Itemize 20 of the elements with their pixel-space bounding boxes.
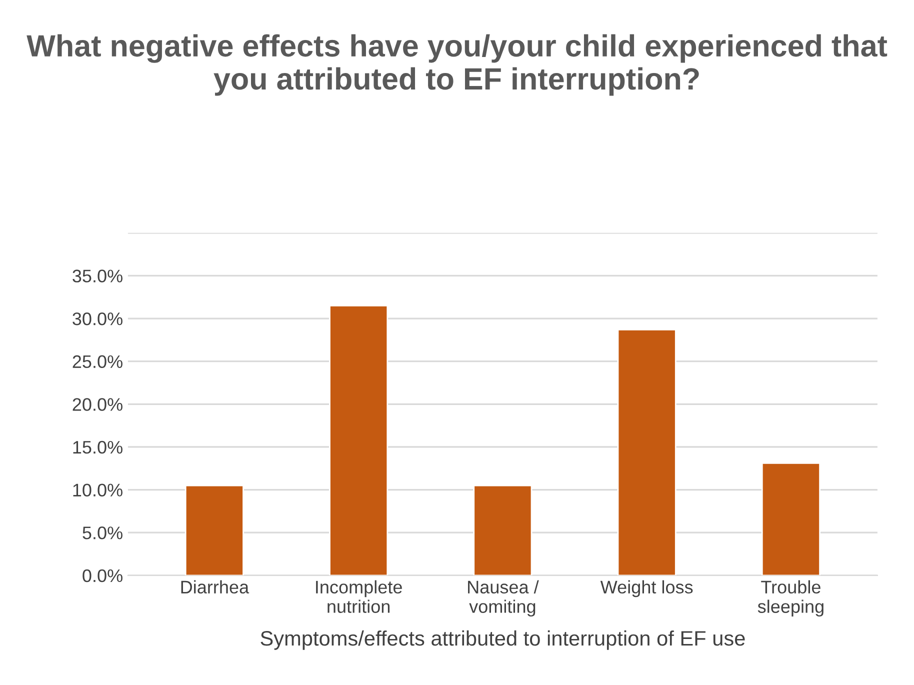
x-tick-label: Incomplete nutrition — [316, 580, 402, 613]
x-tick-label: Trouble sleeping — [758, 580, 824, 617]
x-tick-label: Weight loss — [600, 580, 693, 598]
y-tick-label: 20.0% — [72, 398, 122, 411]
bar — [473, 484, 532, 576]
bar — [329, 304, 388, 576]
bar — [184, 484, 244, 576]
x-tick-label: Diarrhea — [181, 580, 250, 594]
y-tick-label: 10.0% — [73, 484, 122, 496]
y-tick-label: 15.0% — [73, 440, 122, 454]
bar — [761, 462, 820, 576]
y-tick-label: 30.0% — [72, 312, 122, 326]
y-tick-label: 35.0% — [72, 270, 122, 282]
x-tick-label: Nausea / vomiting — [468, 580, 539, 617]
y-tick-label: 0.0% — [82, 569, 122, 582]
bar — [617, 328, 676, 576]
chart-title: What negative effects have you/your child experienced that you attributed to EF interruption? — [26, 34, 888, 96]
y-tick-label: 5.0% — [82, 526, 122, 540]
y-tick-label: 25.0% — [72, 355, 122, 368]
x-axis-title: Symptoms/effects attributed to interruption of EF use — [260, 630, 745, 650]
